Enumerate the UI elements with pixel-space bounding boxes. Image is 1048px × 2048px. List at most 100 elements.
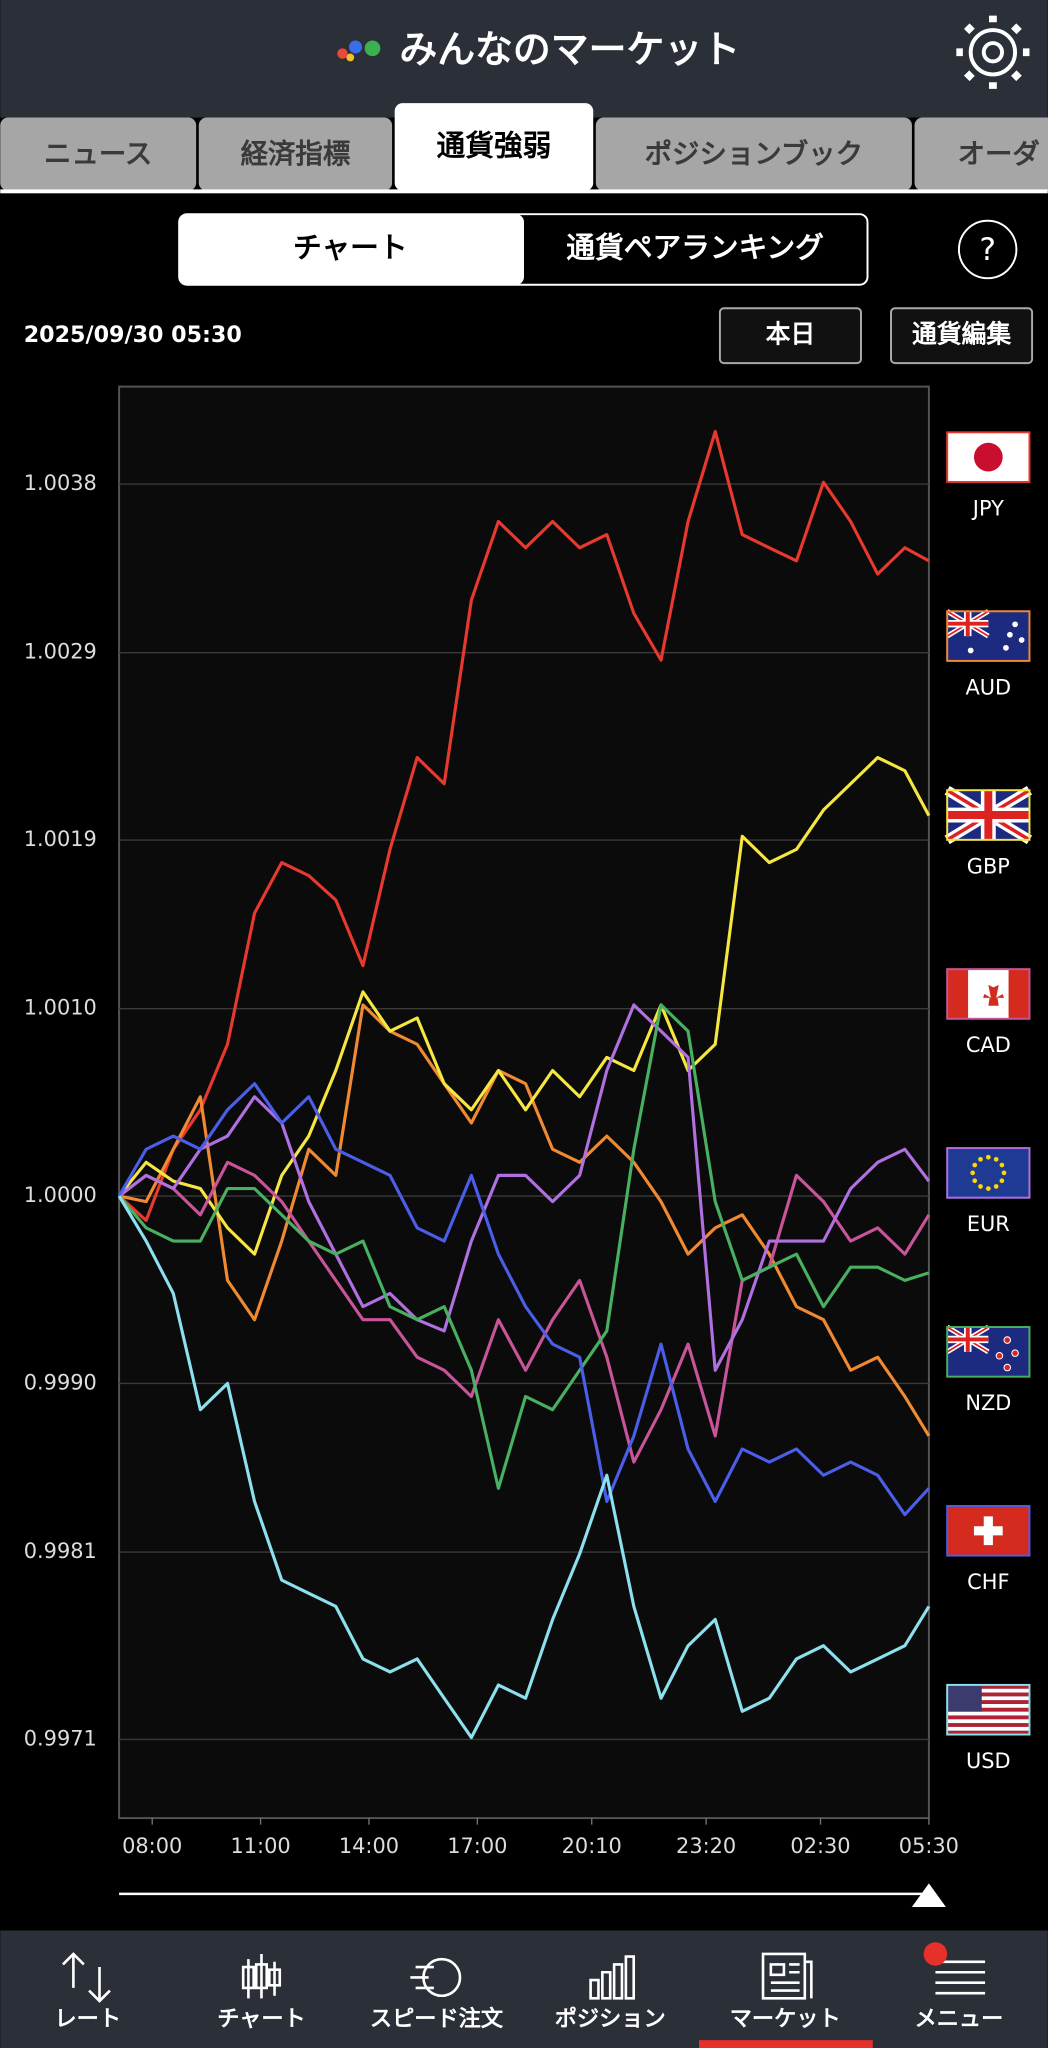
flag-part [947,1692,1030,1697]
legend-label: GBP [967,854,1010,878]
legend-label: AUD [966,675,1012,699]
tab[interactable] [914,117,1048,191]
flag-part [972,1178,978,1184]
tab[interactable] [0,117,197,191]
flag-part [947,611,989,637]
flag-part [947,1327,989,1352]
flag-part [1012,621,1018,628]
tab-bar: ニュース 経済指標 通貨強弱 ポジションブック オーダ [0,103,1048,194]
slider-handle[interactable] [911,1883,946,1907]
y-tick-label: 1.0019 [24,827,97,851]
nav-label[interactable]: スピード注文 [370,2005,504,2032]
legend-label: CHF [967,1570,1009,1594]
series-line [117,1082,931,1517]
flag-part [947,1726,1030,1731]
flag-part [947,1696,1030,1701]
y-tick-label: 1.0000 [24,1183,97,1207]
x-tick-label: 17:00 [447,1834,507,1858]
y-tick-label: 1.0038 [24,471,97,495]
tab-selected[interactable] [394,103,594,191]
flag-border [946,968,1031,1020]
flag-part [967,647,974,654]
segment-label[interactable]: 通貨ペアランキング [566,230,824,264]
logo-dot [337,48,348,59]
flag-part [995,1351,1004,1360]
series-line [118,429,930,1223]
tab-underline [0,189,1048,194]
legend-item: EUR [946,1147,1031,1236]
help-button[interactable] [957,219,1018,280]
tab[interactable] [198,117,393,191]
help-label: ? [979,232,996,268]
flag-part [1011,1349,1019,1357]
flag-part [1003,644,1009,651]
flag-border [946,789,1031,841]
nav-label[interactable]: メニュー [915,2006,1004,2032]
flag-part [985,1154,991,1160]
flag-border [946,1326,1031,1378]
flag-part [978,1156,983,1162]
flag-part [947,1715,1030,1720]
icon-chart [241,1953,282,1999]
nav-label[interactable]: レート [54,2006,121,2032]
flag-part [947,1688,1030,1693]
nav-label[interactable]: マーケット [730,2006,841,2032]
nav-bar [0,1930,1048,2048]
series-line [118,1160,931,1464]
flag-part [999,1178,1005,1184]
flag-part [947,1703,1030,1708]
button[interactable] [890,307,1034,365]
flag-part [972,1162,978,1168]
legend-item: CHF [946,1504,1031,1594]
tab-label: オーダ [958,138,1040,170]
flag-part [970,1170,976,1176]
settings-icon[interactable] [956,15,1030,89]
flag-part [947,1730,1030,1735]
flag-part [1003,1363,1012,1372]
y-tick-label: 0.9990 [24,1370,97,1394]
app-title: みんなのマーケット [399,28,740,72]
nav-label[interactable]: ポジション [555,2005,666,2032]
legend-label: JPY [971,496,1004,520]
icon-market [761,1952,813,2000]
series-line [117,755,931,1256]
y-tick-label: 0.9981 [24,1539,97,1563]
nav-label[interactable]: チャート [217,2006,306,2032]
logo-dot [364,40,381,57]
nav-icons [62,1952,986,2003]
x-tick-label: 14:00 [339,1834,399,1858]
x-tick-label: 20:10 [562,1834,622,1858]
icon-rate [62,1952,111,2003]
flag-part [947,1684,1030,1689]
flag-part [973,442,1003,472]
icon-position [589,1955,636,2000]
flag-part [947,1700,1030,1704]
tab-label: 通貨強弱 [437,129,552,163]
flag-part [947,1723,1030,1727]
flag-border [946,431,1031,483]
timestamp: 2025/09/30 05:30 [24,322,242,348]
nav-selected-indicator [699,2040,873,2048]
tab[interactable] [595,117,912,191]
segment-selected[interactable] [179,214,525,285]
plot-area: 0.9971 0.9981 0.9990 1.0000 1.0010 1.0019 1.00… [24,385,959,1858]
flag-part [993,1156,999,1162]
legend-item: AUD [945,609,1031,699]
flag-part [978,1184,983,1189]
flag-part [1001,1170,1007,1176]
icon-menu [935,1960,986,1995]
y-tick-label: 1.0010 [24,996,97,1020]
legend-label: NZD [965,1391,1011,1415]
tab-label: 経済指標 [241,138,351,170]
flag-part [983,978,1004,1006]
legend-label: USD [966,1749,1011,1773]
flag-border [946,1504,1031,1557]
flag-part [973,1516,1003,1546]
button[interactable] [718,307,862,365]
flag-part [947,1684,982,1712]
y-tick-label: 1.0029 [24,640,97,664]
legend-item: CAD [946,968,1031,1057]
legend-label: EUR [967,1212,1010,1236]
segment-label: チャート [293,230,408,264]
